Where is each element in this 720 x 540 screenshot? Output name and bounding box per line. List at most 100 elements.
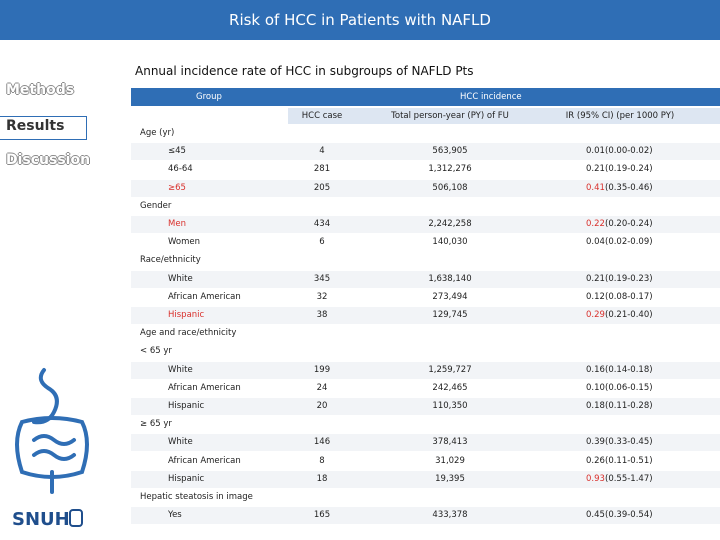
ir-cell: 0.18 bbox=[586, 401, 605, 411]
nav-item[interactable]: Discussion bbox=[6, 152, 91, 168]
section-label: Age (yr) bbox=[140, 128, 175, 138]
ir-cell: 0.22 bbox=[586, 219, 605, 229]
logo-emblem bbox=[69, 509, 83, 527]
cases-cell: 8 bbox=[319, 455, 325, 466]
row-stripe bbox=[131, 179, 720, 197]
ir-cell: 0.41 bbox=[586, 182, 605, 193]
row-stripe bbox=[131, 270, 720, 288]
person-years-cell: 2,242,258 bbox=[428, 219, 472, 229]
person-years-cell: 1,259,727 bbox=[428, 364, 472, 375]
row-stripe bbox=[131, 398, 720, 415]
slide-title: Risk of HCC in Patients with NAFLD bbox=[229, 11, 491, 29]
ir-cell: 0.26 bbox=[586, 455, 605, 466]
section-label: Age and race/ethnicity bbox=[140, 328, 237, 339]
ci-cell: (0.11-0.51) bbox=[605, 455, 653, 466]
person-years-cell: 563,905 bbox=[432, 146, 468, 157]
group-cell: 46-64 bbox=[168, 164, 193, 175]
ir-cell: 0.29 bbox=[586, 310, 605, 320]
cases-cell: 146 bbox=[313, 437, 331, 448]
person-years-cell: 129,745 bbox=[432, 310, 468, 320]
person-years-cell: 506,108 bbox=[432, 182, 468, 193]
ir-cell: 0.04 bbox=[586, 237, 605, 248]
cases-cell: 199 bbox=[313, 364, 331, 375]
person-years-cell: 1,638,140 bbox=[428, 273, 472, 284]
nav-item[interactable]: Results bbox=[6, 118, 65, 134]
person-years-cell: 140,030 bbox=[432, 237, 468, 248]
ir-cell: 0.10 bbox=[586, 382, 605, 393]
group-cell: ≤45 bbox=[168, 146, 186, 157]
cases-cell: 205 bbox=[313, 182, 331, 193]
row-stripe bbox=[131, 470, 720, 488]
ci-cell: (0.33-0.45) bbox=[605, 437, 653, 448]
ci-cell: (0.14-0.18) bbox=[605, 364, 653, 375]
group-cell: White bbox=[168, 273, 193, 284]
cases-cell: 18 bbox=[316, 473, 328, 484]
header-cell: Group bbox=[196, 92, 222, 102]
intestine-icon bbox=[15, 368, 89, 494]
table-subheader bbox=[288, 108, 720, 124]
ci-cell: (0.35-0.46) bbox=[605, 182, 653, 193]
cases-cell: 281 bbox=[313, 164, 331, 175]
ir-cell: 0.39 bbox=[586, 437, 605, 448]
header-bar bbox=[0, 0, 720, 40]
ci-cell: (0.08-0.17) bbox=[605, 291, 653, 302]
header-cell: Total person-year (PY) of FU bbox=[391, 111, 509, 121]
cases-cell: 165 bbox=[313, 510, 331, 521]
cases-cell: 434 bbox=[313, 219, 331, 229]
group-cell: White bbox=[168, 364, 193, 375]
person-years-cell: 110,350 bbox=[432, 401, 468, 411]
header-cell: HCC incidence bbox=[460, 92, 522, 102]
row-stripe bbox=[131, 361, 720, 379]
cases-cell: 20 bbox=[316, 401, 328, 411]
row-stripe bbox=[131, 507, 720, 525]
group-cell: White bbox=[168, 437, 193, 448]
cases-cell: 6 bbox=[319, 237, 325, 248]
ir-cell: 0.01 bbox=[586, 146, 605, 157]
ir-cell: 0.45 bbox=[586, 510, 605, 521]
group-cell: African American bbox=[168, 291, 241, 302]
ir-cell: 0.16 bbox=[586, 364, 605, 375]
ci-cell: (0.55-1.47) bbox=[605, 473, 653, 484]
logo-text: SNUH bbox=[12, 509, 70, 530]
group-cell: Yes bbox=[168, 510, 182, 521]
row-stripe bbox=[131, 143, 720, 161]
ci-cell: (0.11-0.28) bbox=[605, 401, 653, 411]
person-years-cell: 31,029 bbox=[435, 455, 465, 466]
section-label: Hepatic steatosis in image bbox=[140, 492, 253, 502]
cases-cell: 24 bbox=[316, 382, 328, 393]
ir-cell: 0.12 bbox=[586, 291, 605, 302]
table-title: Annual incidence rate of HCC in subgroup… bbox=[135, 64, 474, 78]
ci-cell: (0.02-0.09) bbox=[605, 237, 653, 248]
person-years-cell: 378,413 bbox=[432, 437, 468, 448]
ir-cell: 0.93 bbox=[586, 473, 605, 484]
cases-cell: 345 bbox=[313, 273, 331, 284]
logo: SNUH bbox=[12, 368, 89, 530]
group-cell: ≥65 bbox=[168, 182, 186, 193]
person-years-cell: 273,494 bbox=[432, 291, 468, 302]
group-cell: African American bbox=[168, 382, 241, 393]
ir-cell: 0.21 bbox=[586, 273, 605, 284]
ci-cell: (0.19-0.23) bbox=[605, 273, 653, 284]
row-stripe bbox=[131, 216, 720, 233]
section-label: Race/ethnicity bbox=[140, 255, 201, 266]
section-label: Gender bbox=[140, 200, 172, 211]
cases-cell: 38 bbox=[316, 310, 328, 320]
ci-cell: (0.20-0.24) bbox=[605, 219, 653, 229]
ci-cell: (0.06-0.15) bbox=[605, 382, 653, 393]
row-stripe bbox=[131, 307, 720, 324]
ci-cell: (0.39-0.54) bbox=[605, 510, 653, 521]
ci-cell: (0.21-0.40) bbox=[605, 310, 653, 320]
table-header bbox=[131, 88, 720, 106]
group-cell: Women bbox=[168, 237, 201, 248]
person-years-cell: 1,312,276 bbox=[428, 164, 472, 175]
nav-item[interactable]: Methods bbox=[6, 82, 75, 98]
group-cell: African American bbox=[168, 455, 241, 466]
person-years-cell: 19,395 bbox=[435, 473, 465, 484]
ir-cell: 0.21 bbox=[586, 164, 605, 175]
ci-cell: (0.19-0.24) bbox=[605, 164, 653, 175]
subsection-label: < 65 yr bbox=[140, 346, 172, 357]
person-years-cell: 242,465 bbox=[432, 382, 468, 393]
ci-cell: (0.00-0.02) bbox=[605, 146, 653, 157]
cases-cell: 4 bbox=[319, 146, 325, 157]
